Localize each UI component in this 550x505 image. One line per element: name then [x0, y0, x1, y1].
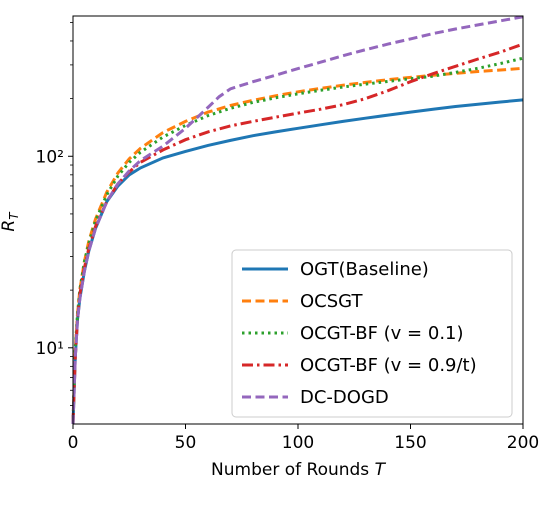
- legend-label: OCSGT: [300, 291, 363, 312]
- legend-box: [231, 249, 513, 418]
- x-tick-label: 100: [282, 433, 314, 453]
- y-axis-label: RT: [0, 211, 21, 232]
- series-line-5: [71, 15, 524, 425]
- legend: OGT(Baseline) OCSGT OCGT-BF (v = 0.1) OCGT-…: [231, 249, 513, 418]
- legend-label: OGT(Baseline): [300, 259, 429, 280]
- axis-layer: 0 50 100 150 200 10¹ 10²: [36, 22, 539, 453]
- x-tick-label: 50: [175, 433, 197, 453]
- y-tick-label: 10²: [36, 147, 64, 167]
- legend-label: OCGT-BF (v = 0.1): [300, 323, 464, 344]
- x-tick-label: 200: [507, 433, 539, 453]
- x-axis-label: Number of Rounds T: [211, 460, 387, 480]
- x-tick-label: 150: [394, 433, 426, 453]
- legend-label: OCGT-BF (v = 0.9/t): [300, 355, 477, 376]
- y-tick-label: 10¹: [36, 339, 64, 359]
- x-tick-label: 0: [68, 433, 79, 453]
- series-layer: [71, 15, 524, 425]
- series-line-3: [71, 56, 524, 425]
- legend-label: DC-DOGD: [300, 387, 389, 408]
